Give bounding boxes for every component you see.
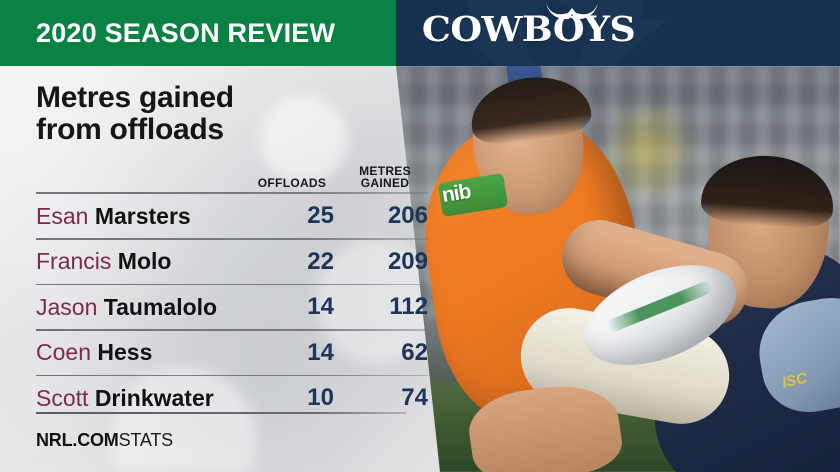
- player-name: Esan Marsters: [36, 202, 191, 229]
- table-row: Jason Taumalolo 14 112: [36, 285, 428, 329]
- cell-offloads: 22: [307, 247, 334, 275]
- player-first-name: Francis: [36, 248, 112, 274]
- table-divider: [36, 374, 428, 376]
- player-name: Francis Molo: [36, 250, 171, 273]
- player-last-name: Marsters: [94, 202, 191, 229]
- table-divider: [36, 192, 428, 194]
- player-name: Coen Hess: [36, 341, 152, 364]
- player-name: Jason Taumalolo: [36, 293, 218, 320]
- page-title-line-2: from offloads: [36, 113, 224, 147]
- club-name: COWBOYS: [421, 9, 636, 50]
- club-banner: COWBOYS: [396, 0, 840, 66]
- season-banner: 2020 SEASON REVIEW: [0, 0, 396, 66]
- player-last-name: Molo: [117, 248, 172, 274]
- cell-metres-gained: 74: [401, 384, 428, 411]
- club-wordmark: COWBOYS: [422, 12, 636, 47]
- player-name: Scott Drinkwater: [36, 384, 214, 411]
- column-header-metres-line-1: METRES: [359, 163, 411, 178]
- cell-metres-gained: 206: [387, 202, 428, 229]
- column-header-metres-gained: METRES GAINED: [342, 165, 428, 190]
- footer-divider: [36, 412, 406, 414]
- footer-brand-secondary: STATS: [118, 430, 174, 450]
- nib-sponsor-text: nib: [440, 179, 473, 208]
- cell-offloads: 14: [307, 293, 334, 320]
- table-row: Francis Molo 22 209: [36, 240, 428, 284]
- table-divider: [36, 329, 428, 331]
- cell-metres-gained: 112: [389, 293, 428, 320]
- cell-metres-gained: 62: [401, 338, 428, 366]
- player-last-name: Taumalolo: [103, 293, 218, 320]
- cell-offloads: 14: [307, 338, 334, 366]
- player-first-name: Scott: [36, 384, 89, 411]
- player-first-name: Esan: [36, 202, 89, 229]
- season-title: 2020 SEASON REVIEW: [36, 17, 336, 48]
- player-last-name: Drinkwater: [94, 384, 214, 411]
- cell-metres-gained: 209: [387, 247, 428, 275]
- bull-head-watermark-icon: [444, 0, 666, 66]
- content-panel: [0, 66, 440, 472]
- cell-offloads: 10: [307, 384, 334, 411]
- panel-texture: [0, 66, 440, 472]
- table-row: Coen Hess 14 62: [36, 331, 428, 375]
- page-title: Metres gained from offloads: [36, 81, 234, 147]
- stats-table: OFFLOADS METRES GAINED Esan Marsters 25 …: [36, 150, 428, 420]
- column-header-metres-line-2: GAINED: [360, 176, 410, 191]
- footer-brand-primary: NRL.COM: [36, 430, 119, 450]
- table-row: Esan Marsters 25 206: [36, 194, 428, 238]
- column-header-offloads: OFFLOADS: [257, 176, 327, 191]
- player-last-name: Hess: [97, 339, 153, 365]
- table-divider: [36, 283, 428, 285]
- table-row: Scott Drinkwater 10 74: [36, 376, 428, 420]
- player-first-name: Jason: [36, 293, 98, 320]
- table-header-row: OFFLOADS METRES GAINED: [36, 150, 428, 192]
- table-divider: [36, 238, 428, 240]
- page-title-line-1: Metres gained: [36, 81, 234, 114]
- player-first-name: Coen: [36, 339, 91, 365]
- bull-horns-icon: [546, 3, 598, 20]
- cell-offloads: 25: [307, 202, 334, 229]
- footer-brand: NRL.COMSTATS: [36, 430, 173, 451]
